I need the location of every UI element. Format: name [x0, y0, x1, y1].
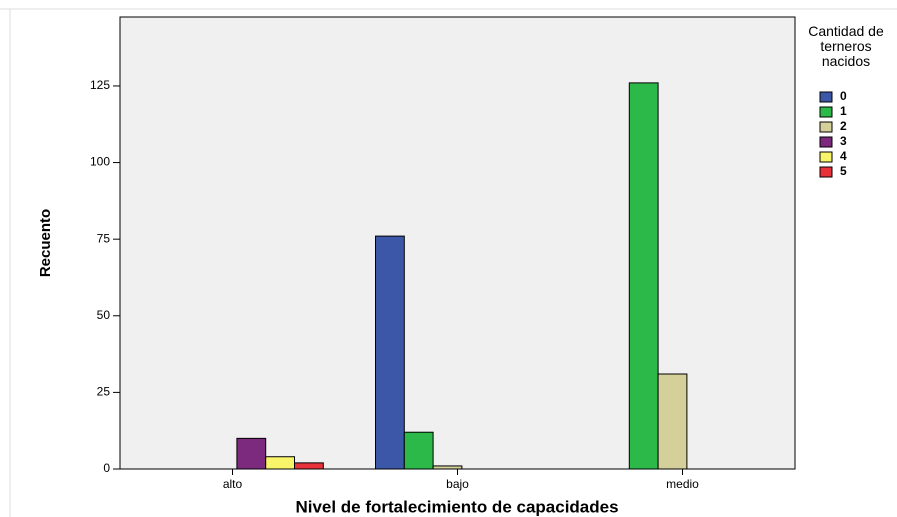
- legend-label: 4: [840, 149, 847, 163]
- legend-label: 2: [840, 119, 847, 133]
- y-tick-label: 25: [97, 385, 111, 399]
- legend-label: 1: [840, 104, 847, 118]
- legend-swatch: [819, 136, 833, 148]
- legend-swatch: [819, 106, 833, 118]
- x-tick-label: bajo: [446, 477, 469, 491]
- y-axis-label: Recuento: [37, 209, 54, 277]
- y-tick-label: 100: [90, 155, 110, 169]
- legend-title: Cantidad de terneros nacidos: [808, 23, 884, 69]
- x-tick-label: medio: [666, 477, 699, 491]
- bar: [432, 465, 463, 470]
- y-tick-label: 0: [103, 461, 110, 475]
- y-tick-label: 125: [90, 78, 110, 92]
- bar: [294, 462, 324, 470]
- legend-label: 3: [840, 134, 847, 148]
- plot-area: [119, 16, 796, 470]
- legend-swatch: [819, 121, 833, 133]
- bar: [403, 431, 434, 470]
- bar: [628, 82, 659, 470]
- bar: [236, 437, 267, 470]
- legend-label: 5: [840, 164, 847, 178]
- legend-swatch: [819, 151, 833, 163]
- bar: [657, 373, 688, 470]
- x-tick-label: alto: [223, 477, 243, 491]
- legend-swatch: [819, 166, 833, 178]
- x-axis-label: Nivel de fortalecimiento de capacidades: [295, 497, 618, 516]
- legend-label: 0: [840, 89, 847, 103]
- legend-swatch: [819, 91, 833, 103]
- bar: [265, 456, 296, 470]
- bar: [375, 235, 405, 470]
- y-tick-label: 75: [97, 231, 111, 245]
- y-tick-label: 50: [97, 308, 111, 322]
